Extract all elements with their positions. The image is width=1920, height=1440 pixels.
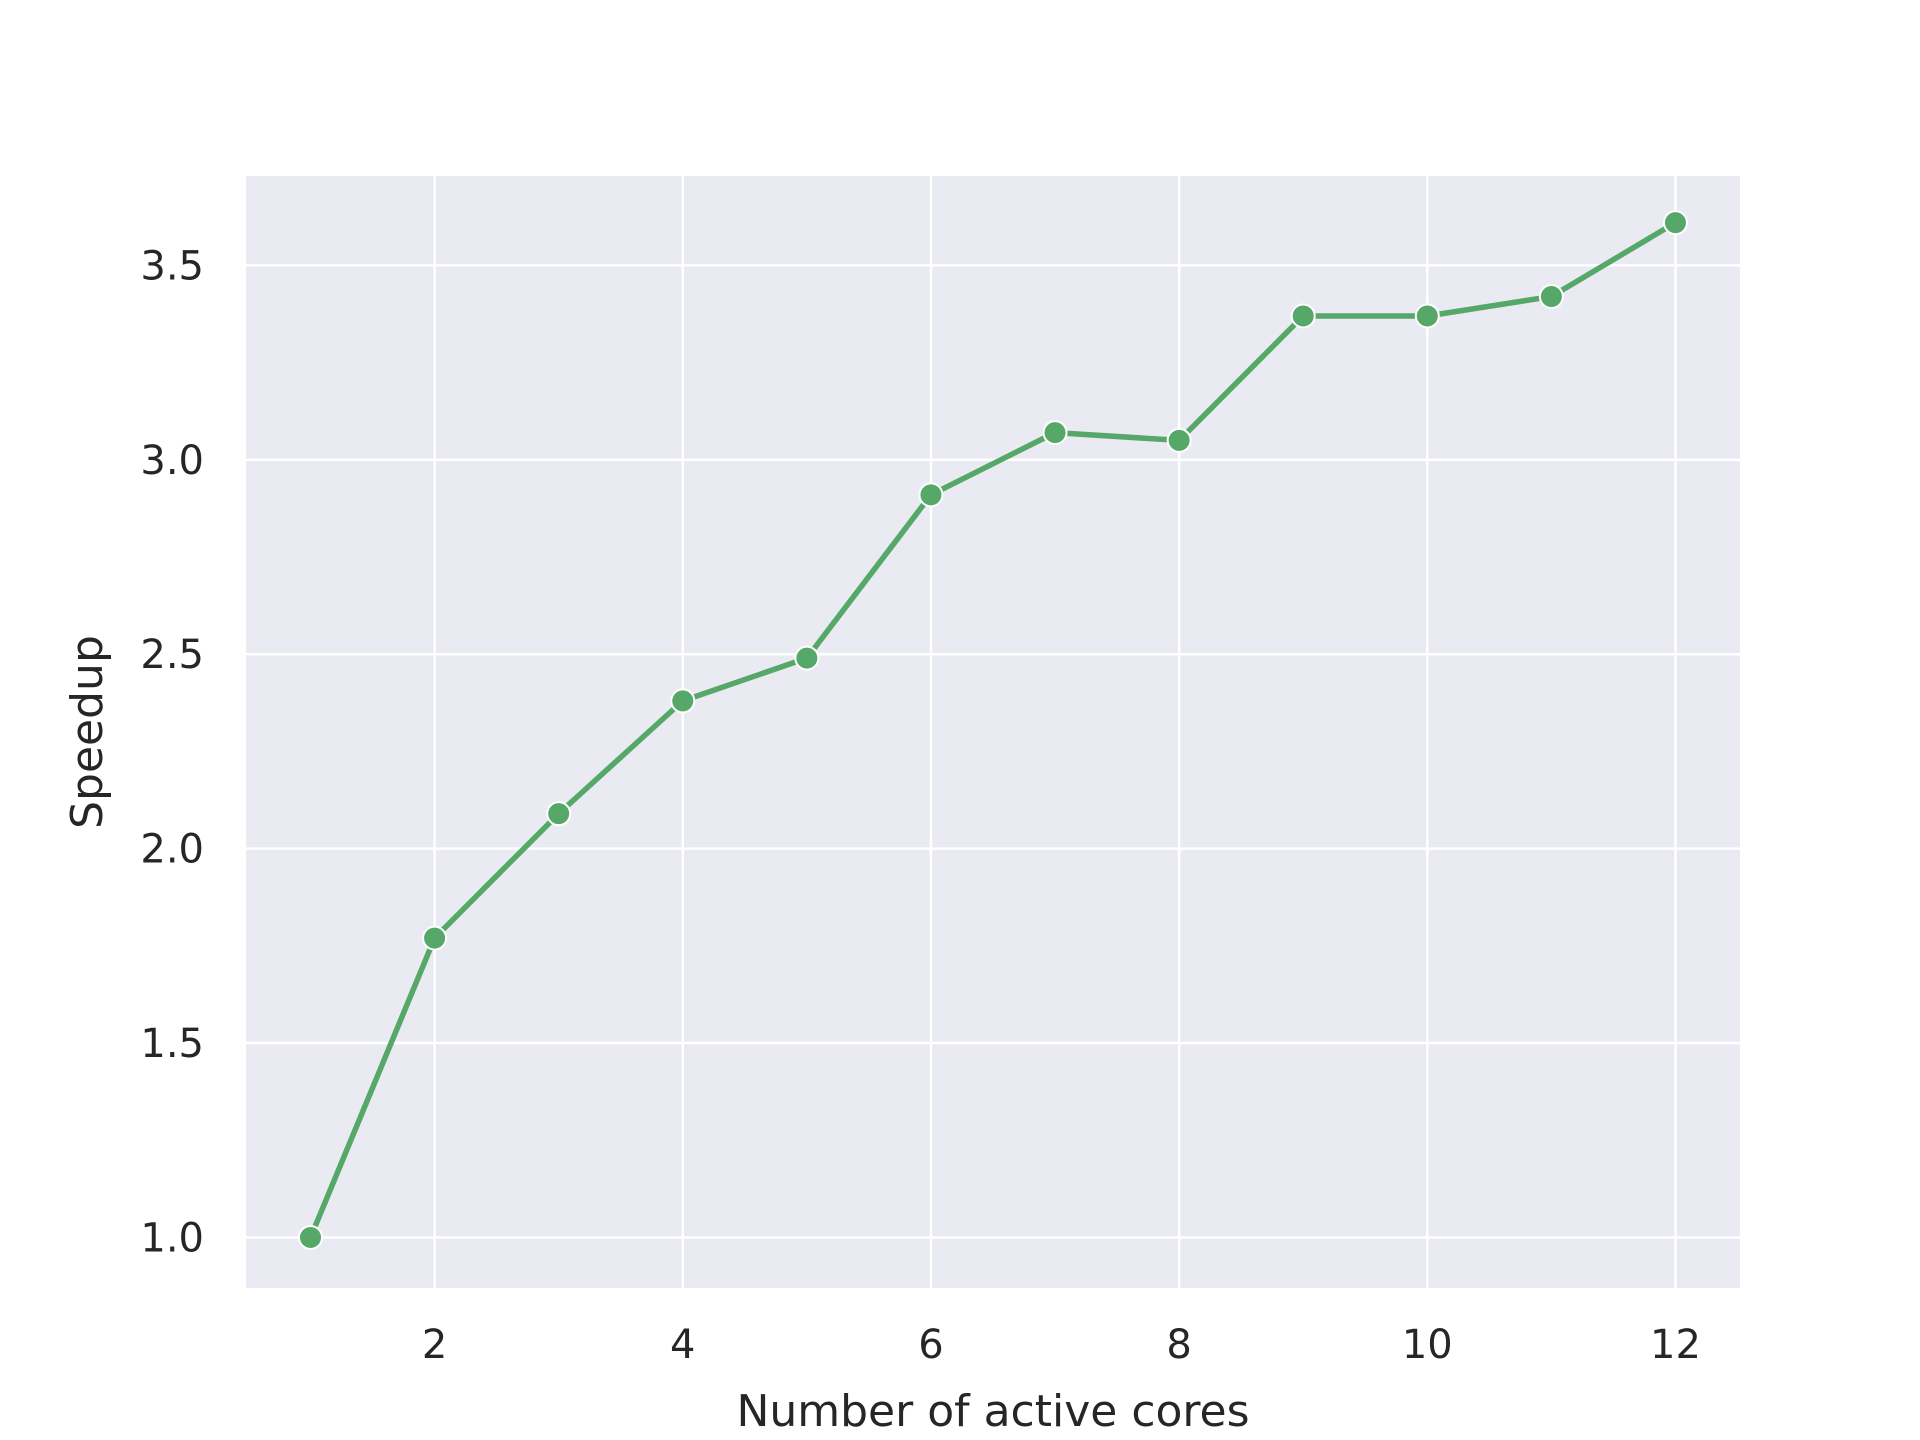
y-tick-label: 2.0 bbox=[140, 827, 204, 873]
y-tick-label: 3.5 bbox=[140, 243, 204, 289]
x-axis-label: Number of active cores bbox=[736, 1386, 1249, 1437]
data-point bbox=[422, 925, 448, 951]
data-point bbox=[794, 645, 820, 671]
series-line bbox=[307, 219, 1679, 1241]
x-tick-label: 6 bbox=[918, 1322, 943, 1368]
tick-labels: 2 4 6 8 10 12 1.0 1.5 2.0 2.5 3.0 3.5 bbox=[140, 243, 1701, 1368]
data-point bbox=[918, 482, 944, 508]
data-point bbox=[1290, 303, 1316, 329]
data-point bbox=[298, 1224, 324, 1250]
x-tick-label: 2 bbox=[422, 1322, 447, 1368]
data-point bbox=[546, 801, 572, 827]
y-tick-label: 1.0 bbox=[140, 1215, 204, 1261]
data-point bbox=[1414, 303, 1440, 329]
data-point bbox=[1538, 284, 1564, 310]
x-tick-label: 10 bbox=[1402, 1322, 1453, 1368]
y-tick-label: 1.5 bbox=[140, 1021, 204, 1067]
y-tick-label: 3.0 bbox=[140, 438, 204, 484]
y-axis-label: Speedup bbox=[62, 635, 113, 829]
x-tick-label: 12 bbox=[1650, 1322, 1701, 1368]
data-point bbox=[1042, 420, 1068, 446]
grid-lines bbox=[246, 176, 1740, 1288]
data-point bbox=[670, 688, 696, 714]
y-tick-label: 2.5 bbox=[140, 632, 204, 678]
plot-area bbox=[246, 176, 1740, 1288]
data-point bbox=[1166, 427, 1192, 453]
series-layer bbox=[298, 210, 1688, 1250]
x-tick-label: 4 bbox=[670, 1322, 695, 1368]
x-tick-label: 8 bbox=[1166, 1322, 1191, 1368]
data-point bbox=[1662, 210, 1688, 236]
